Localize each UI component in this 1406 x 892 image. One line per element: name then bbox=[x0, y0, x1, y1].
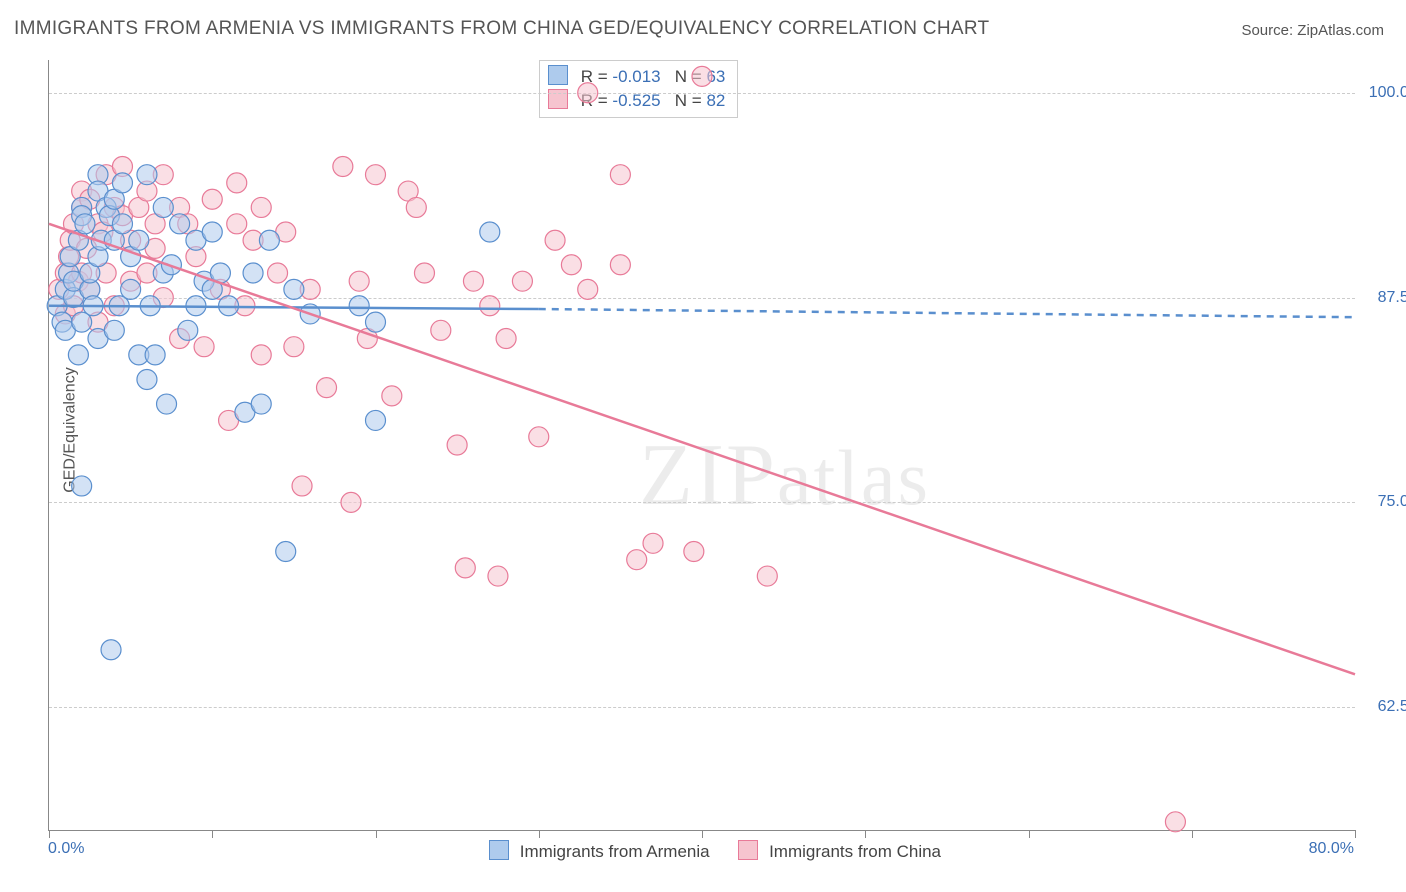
data-point-china bbox=[610, 255, 630, 275]
data-point-armenia bbox=[112, 173, 132, 193]
data-point-armenia bbox=[202, 222, 222, 242]
x-tick bbox=[212, 830, 213, 838]
data-point-china bbox=[284, 337, 304, 357]
legend-label-china: Immigrants from China bbox=[769, 842, 941, 861]
data-point-china bbox=[692, 66, 712, 86]
series-legend: Immigrants from Armenia Immigrants from … bbox=[0, 840, 1406, 862]
data-point-china bbox=[292, 476, 312, 496]
data-point-armenia bbox=[366, 410, 386, 430]
data-point-armenia bbox=[480, 222, 500, 242]
plot-area: ZIPatlas R = -0.013 N = 63 R = -0.525 N … bbox=[48, 60, 1355, 831]
data-point-china bbox=[251, 345, 271, 365]
x-tick bbox=[539, 830, 540, 838]
data-point-china bbox=[578, 83, 598, 103]
regression-line bbox=[539, 309, 1355, 317]
data-point-armenia bbox=[157, 394, 177, 414]
x-tick bbox=[376, 830, 377, 838]
data-point-china bbox=[1165, 812, 1185, 832]
data-point-armenia bbox=[145, 345, 165, 365]
data-point-china bbox=[317, 378, 337, 398]
data-point-armenia bbox=[178, 320, 198, 340]
data-point-armenia bbox=[72, 476, 92, 496]
data-point-armenia bbox=[284, 279, 304, 299]
x-tick bbox=[865, 830, 866, 838]
data-point-china bbox=[455, 558, 475, 578]
chart-title: IMMIGRANTS FROM ARMENIA VS IMMIGRANTS FR… bbox=[14, 18, 989, 40]
data-point-armenia bbox=[259, 230, 279, 250]
data-point-armenia bbox=[121, 279, 141, 299]
data-point-china bbox=[529, 427, 549, 447]
legend-swatch-armenia-icon bbox=[489, 840, 509, 860]
data-point-china bbox=[341, 492, 361, 512]
data-point-china bbox=[333, 156, 353, 176]
y-tick-label: 75.0% bbox=[1378, 493, 1406, 511]
data-point-armenia bbox=[366, 312, 386, 332]
data-point-china bbox=[194, 337, 214, 357]
data-point-china bbox=[447, 435, 467, 455]
data-point-china bbox=[512, 271, 532, 291]
data-point-armenia bbox=[137, 165, 157, 185]
data-point-china bbox=[414, 263, 434, 283]
data-point-china bbox=[382, 386, 402, 406]
x-tick bbox=[1192, 830, 1193, 838]
data-point-china bbox=[757, 566, 777, 586]
data-point-armenia bbox=[75, 214, 95, 234]
legend-swatch-china-icon bbox=[738, 840, 758, 860]
data-point-armenia bbox=[349, 296, 369, 316]
data-point-china bbox=[406, 197, 426, 217]
source-label: Source: ZipAtlas.com bbox=[1241, 22, 1384, 39]
data-point-china bbox=[561, 255, 581, 275]
x-tick bbox=[49, 830, 50, 838]
data-point-china bbox=[496, 329, 516, 349]
data-point-armenia bbox=[104, 320, 124, 340]
data-point-china bbox=[227, 173, 247, 193]
data-point-china bbox=[488, 566, 508, 586]
data-point-china bbox=[627, 550, 647, 570]
data-point-china bbox=[480, 296, 500, 316]
regression-line bbox=[49, 224, 1355, 675]
data-point-china bbox=[610, 165, 630, 185]
data-point-china bbox=[227, 214, 247, 234]
data-point-china bbox=[268, 263, 288, 283]
data-point-china bbox=[431, 320, 451, 340]
data-point-china bbox=[366, 165, 386, 185]
data-point-china bbox=[578, 279, 598, 299]
data-point-china bbox=[349, 271, 369, 291]
data-point-armenia bbox=[243, 263, 263, 283]
data-point-china bbox=[463, 271, 483, 291]
x-tick bbox=[1029, 830, 1030, 838]
x-tick bbox=[1355, 830, 1356, 838]
data-point-armenia bbox=[170, 214, 190, 234]
data-point-china bbox=[545, 230, 565, 250]
data-point-armenia bbox=[129, 230, 149, 250]
y-tick-label: 62.5% bbox=[1378, 698, 1406, 716]
data-point-armenia bbox=[276, 541, 296, 561]
legend-label-armenia: Immigrants from Armenia bbox=[520, 842, 710, 861]
chart-svg bbox=[49, 60, 1355, 830]
data-point-armenia bbox=[251, 394, 271, 414]
y-tick-label: 87.5% bbox=[1378, 289, 1406, 307]
data-point-armenia bbox=[112, 214, 132, 234]
data-point-armenia bbox=[137, 369, 157, 389]
data-point-armenia bbox=[153, 197, 173, 217]
data-point-china bbox=[643, 533, 663, 553]
data-point-armenia bbox=[101, 640, 121, 660]
data-point-china bbox=[202, 189, 222, 209]
y-tick-label: 100.0% bbox=[1369, 84, 1406, 102]
data-point-armenia bbox=[68, 345, 88, 365]
data-point-china bbox=[251, 197, 271, 217]
x-tick bbox=[702, 830, 703, 838]
data-point-china bbox=[684, 541, 704, 561]
